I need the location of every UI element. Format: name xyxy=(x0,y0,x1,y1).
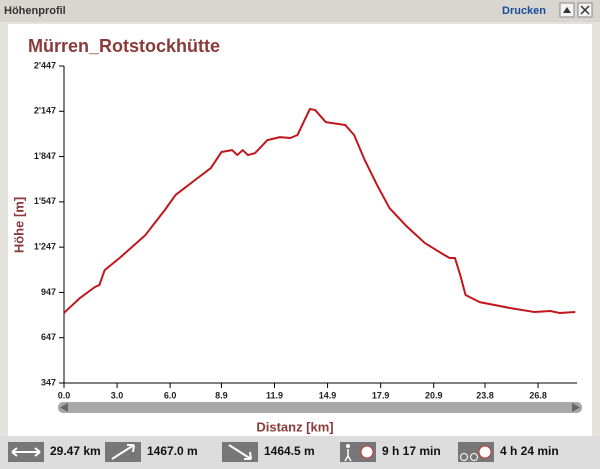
x-tick-label: 0.0 xyxy=(58,390,71,400)
panel xyxy=(8,24,592,436)
y-tick-label: 1'547 xyxy=(34,196,56,206)
y-tick-label: 1'247 xyxy=(34,242,56,252)
x-axis-label: Distanz [km] xyxy=(256,419,333,434)
x-tick-label: 26.8 xyxy=(529,390,547,400)
x-tick-label: 3.0 xyxy=(111,390,124,400)
x-tick-label: 17.9 xyxy=(372,390,390,400)
y-tick-label: 347 xyxy=(41,377,56,387)
stat-bike-time: 4 h 24 min xyxy=(500,444,559,458)
y-tick-label: 947 xyxy=(41,287,56,297)
y-tick-label: 2'147 xyxy=(34,106,56,116)
collapse-icon xyxy=(563,7,571,13)
y-axis-label: Höhe [m] xyxy=(11,197,26,253)
x-tick-label: 14.9 xyxy=(319,390,337,400)
x-tick-label: 23.8 xyxy=(476,390,494,400)
x-tick-label: 6.0 xyxy=(164,390,177,400)
x-tick-label: 20.9 xyxy=(425,390,443,400)
scrollbar[interactable] xyxy=(58,402,582,413)
y-tick-label: 1'847 xyxy=(34,151,56,161)
chart-title: Mürren_Rotstockhütte xyxy=(28,36,220,56)
window-title: Höhenprofil xyxy=(4,5,66,17)
stat-descent: 1464.5 m xyxy=(264,444,315,458)
x-tick-label: 8.9 xyxy=(215,390,228,400)
x-tick-label: 11.9 xyxy=(266,390,283,400)
stat-icons xyxy=(8,442,494,462)
stats-bar xyxy=(0,436,600,469)
stat-walk-time: 9 h 17 min xyxy=(382,444,441,458)
stat-distance: 29.47 km xyxy=(50,444,101,458)
y-tick-label: 2'447 xyxy=(34,60,56,70)
stat-ascent: 1467.0 m xyxy=(147,444,198,458)
y-tick-label: 647 xyxy=(41,332,56,342)
print-link[interactable]: Drucken xyxy=(502,5,546,17)
close-icon xyxy=(580,5,590,15)
title-bar xyxy=(0,0,600,22)
elevation-line xyxy=(63,108,576,314)
